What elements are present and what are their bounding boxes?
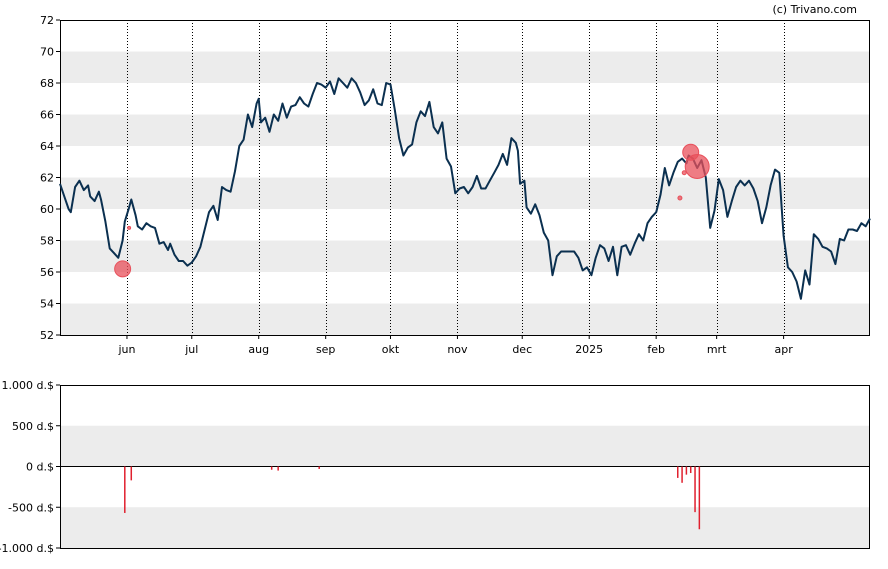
x-tick-label: aug: [248, 343, 269, 356]
y-tick-label: 72: [40, 14, 54, 27]
volume-bar: [685, 466, 688, 475]
x-tick-label: 2025: [575, 343, 603, 356]
y-tick-label: 58: [40, 235, 54, 248]
volume-bars: [124, 466, 701, 530]
grid-band: [60, 240, 870, 272]
transaction-bubble: [114, 260, 132, 278]
y-tick-label: 64: [40, 140, 54, 153]
x-axis-labels: jun jul aug sep okt nov dec 2025 feb mrt apr: [117, 335, 793, 356]
price-chart-frame: [60, 20, 870, 336]
x-tick-label: sep: [316, 343, 335, 356]
volume-bar: [124, 466, 126, 513]
transaction-bubble: [677, 195, 683, 201]
y-tick-label: 0 d.$: [26, 461, 54, 474]
transaction-bubble: [127, 225, 132, 230]
price-line: [59, 77, 871, 300]
grid-band: [60, 114, 870, 146]
transaction-bubbles: [114, 143, 710, 278]
y-tick-label: 54: [40, 298, 54, 311]
y-tick-label: 56: [40, 266, 54, 279]
y-tick-label: 52: [40, 329, 54, 342]
grid-band: [60, 507, 870, 548]
y-tick-label: 68: [40, 77, 54, 90]
x-tick-label: dec: [512, 343, 532, 356]
volume-bar: [681, 466, 683, 483]
volume-bar: [694, 466, 696, 513]
volume-bar: [130, 466, 133, 481]
y-tick-label: 66: [40, 109, 54, 122]
volume-bar: [270, 466, 273, 470]
transaction-bubble: [681, 170, 687, 176]
grid-band: [60, 303, 870, 335]
x-tick-label: jul: [184, 343, 198, 356]
x-tick-label: apr: [774, 343, 793, 356]
x-tick-label: mrt: [707, 343, 727, 356]
volume-bar: [698, 466, 701, 530]
copyright-text: (c) Trivano.com: [772, 3, 857, 16]
y-tick-label: 1.000 d.$: [2, 379, 54, 392]
volume-chart-grid-bands: [60, 425, 870, 548]
y-tick-label: 500 d.$: [12, 420, 54, 433]
volume-bar: [318, 466, 320, 469]
x-tick-label: jun: [117, 343, 135, 356]
volume-bar: [277, 466, 279, 471]
price-y-axis-labels: 52 54 56 58 60 62 64 66 68 70 72: [40, 14, 60, 342]
grid-band: [60, 51, 870, 83]
price-chart-grid-bands: [60, 51, 870, 335]
y-tick-label: 60: [40, 203, 54, 216]
x-tick-label: feb: [647, 343, 665, 356]
x-tick-label: nov: [447, 343, 468, 356]
volume-bar: [689, 466, 692, 474]
volume-bar: [677, 466, 679, 478]
y-tick-label: 70: [40, 46, 54, 59]
y-tick-label: -500 d.$: [8, 501, 54, 514]
grid-band: [60, 425, 870, 467]
volume-y-axis-labels: -1.000 d.$ -500 d.$ 0 d.$ 500 d.$ 1.000 d.$: [0, 379, 60, 555]
transaction-bubble: [684, 153, 710, 179]
y-tick-label: -1.000 d.$: [0, 542, 54, 555]
y-tick-label: 62: [40, 172, 54, 185]
chart-frames: [60, 20, 870, 549]
x-tick-label: okt: [382, 343, 400, 356]
